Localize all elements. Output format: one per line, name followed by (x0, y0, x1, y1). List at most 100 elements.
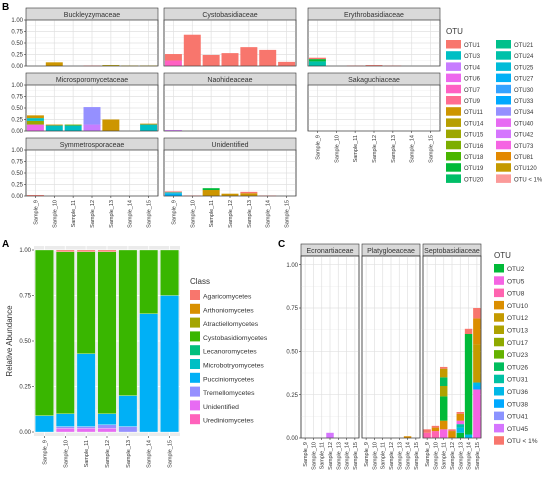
a-bar-segment (97, 424, 117, 429)
b-legend-label: OTU42 (514, 133, 534, 139)
b-legend-swatch (446, 163, 461, 172)
panel-b-label: B (2, 2, 9, 13)
c-bar-segment (431, 425, 440, 428)
c-legend-swatch (494, 276, 504, 285)
b-bar-segment (45, 124, 63, 126)
b-bar-segment (202, 54, 220, 66)
c-bar-segment (456, 413, 465, 421)
b-legend-swatch (446, 118, 461, 127)
c-x-tick-label: Sample_9 (425, 442, 431, 467)
b-bar-segment (102, 65, 120, 66)
a-bar-segment (160, 249, 179, 296)
c-bar-segment (473, 308, 481, 319)
b-x-tick-label: Sample_12 (372, 135, 378, 163)
c-legend-swatch (494, 288, 504, 298)
b-bar-segment (308, 59, 326, 62)
b-legend-label: OTU33 (514, 99, 534, 105)
c-bar-segment (448, 429, 456, 432)
a-legend-swatch (190, 414, 200, 425)
b-bar-segment (202, 190, 220, 196)
b-bar-segment (26, 120, 44, 125)
a-bar-segment (139, 249, 159, 314)
b-bar-segment (365, 65, 383, 66)
b-bar-segment (164, 60, 182, 66)
a-legend-swatch (190, 303, 200, 314)
b-facet-title: Sakaguchiaceae (348, 77, 400, 84)
b-legend-swatch (496, 84, 511, 94)
b-x-tick-label: Sample_10 (52, 200, 58, 228)
b-legend-swatch (496, 174, 511, 183)
b-y-tick-label: 0.25 (11, 53, 23, 59)
b-y-tick-label: 1.00 (11, 148, 23, 154)
b-legend-label: OTU6 (464, 77, 481, 83)
b-x-tick-label: Sample_13 (109, 200, 115, 228)
a-bar-segment (139, 313, 159, 433)
a-legend-swatch (190, 331, 200, 342)
c-y-tick-label: 0.00 (286, 436, 298, 442)
b-facet-title: Cystobasidiaceae (202, 12, 257, 19)
a-legend-label: Urediniomycetes (203, 418, 254, 425)
b-legend-label: OTU19 (464, 166, 484, 172)
b-bar-segment (240, 47, 258, 66)
b-y-tick-label: 0.25 (11, 183, 23, 189)
b-bar-segment (64, 124, 82, 126)
b-legend-swatch (496, 62, 511, 71)
b-y-tick-label: 0.50 (11, 41, 23, 47)
b-facet-title: Buckleyzymaceae (64, 12, 121, 19)
c-legend-swatch (494, 313, 504, 322)
b-legend-swatch (446, 174, 461, 183)
c-y-tick-label: 1.00 (286, 263, 298, 269)
a-bar-segment (97, 249, 117, 252)
a-bar-segment (55, 426, 75, 429)
b-facet: Erythrobasidiaceae (307, 7, 441, 67)
c-y-tick-label: 0.25 (286, 393, 298, 399)
panel-a: A 0.00 0.25 0.50 0.75 1.00 Sample_9 Sample_10 S… (2, 239, 268, 468)
b-legend-label: OTU7 (464, 88, 481, 94)
b-x-tick-label: Sample_10 (190, 200, 196, 228)
c-legend-title: OTU (494, 251, 511, 260)
b-legend-label: OTU11 (464, 110, 484, 116)
a-bar-segment (76, 428, 96, 433)
c-bar-segment (473, 344, 481, 383)
b-legend-label: OTU34 (514, 110, 534, 116)
c-legend-label: OTU45 (507, 426, 528, 433)
b-legend-swatch (496, 152, 511, 161)
a-y-tick-label: 0.25 (19, 385, 31, 391)
a-bar-segment (76, 249, 96, 252)
panel-c-label: C (278, 239, 285, 250)
a-legend-label: Arthoniomycetes (203, 307, 254, 314)
b-legend-swatch (446, 84, 461, 94)
c-x-tick-label: Sample_9 (303, 442, 309, 467)
b-legend-label: OTU40 (514, 121, 534, 127)
c-legend-swatch (494, 399, 504, 408)
a-legend-swatch (190, 345, 200, 356)
a-bar-segment (118, 249, 138, 396)
b-bar-segment (45, 125, 63, 131)
c-bar-segment (431, 427, 440, 432)
a-legend-swatch (190, 386, 200, 397)
c-legend-label: OTU23 (507, 352, 528, 359)
b-facet-title: Unidentified (212, 142, 249, 149)
a-legend-label: Agaricomycetes (203, 294, 252, 301)
c-x-tick-label: Sample_12 (328, 442, 334, 470)
c-y-tick-label: 0.50 (286, 350, 298, 356)
a-bar-segment (55, 251, 75, 414)
c-facet-title: Platygloeaceae (367, 248, 415, 255)
b-y-tick-label: 0.75 (11, 160, 23, 166)
b-facet: Sakaguchiaceae (307, 72, 441, 132)
b-bar-segment (221, 53, 239, 66)
a-x-tick-label: Sample_9 (42, 440, 48, 465)
c-legend-label: OTU31 (507, 377, 528, 384)
c-bar-segment (464, 334, 473, 435)
a-bar-segment (160, 295, 179, 433)
b-x-tick-label: Sample_15 (285, 200, 291, 228)
c-bar-segment (403, 436, 412, 438)
a-legend-swatch (190, 400, 200, 411)
b-legend-label: OTU16 (464, 144, 484, 150)
b-y-tick-label: 1.00 (11, 83, 23, 89)
b-y-tick-label: 0.00 (11, 129, 23, 135)
c-bar-segment (423, 432, 431, 438)
b-x-tick-label: Sample_12 (90, 200, 96, 228)
b-bar-segment (140, 124, 158, 131)
c-x-tick-label: Sample_12 (389, 442, 395, 470)
